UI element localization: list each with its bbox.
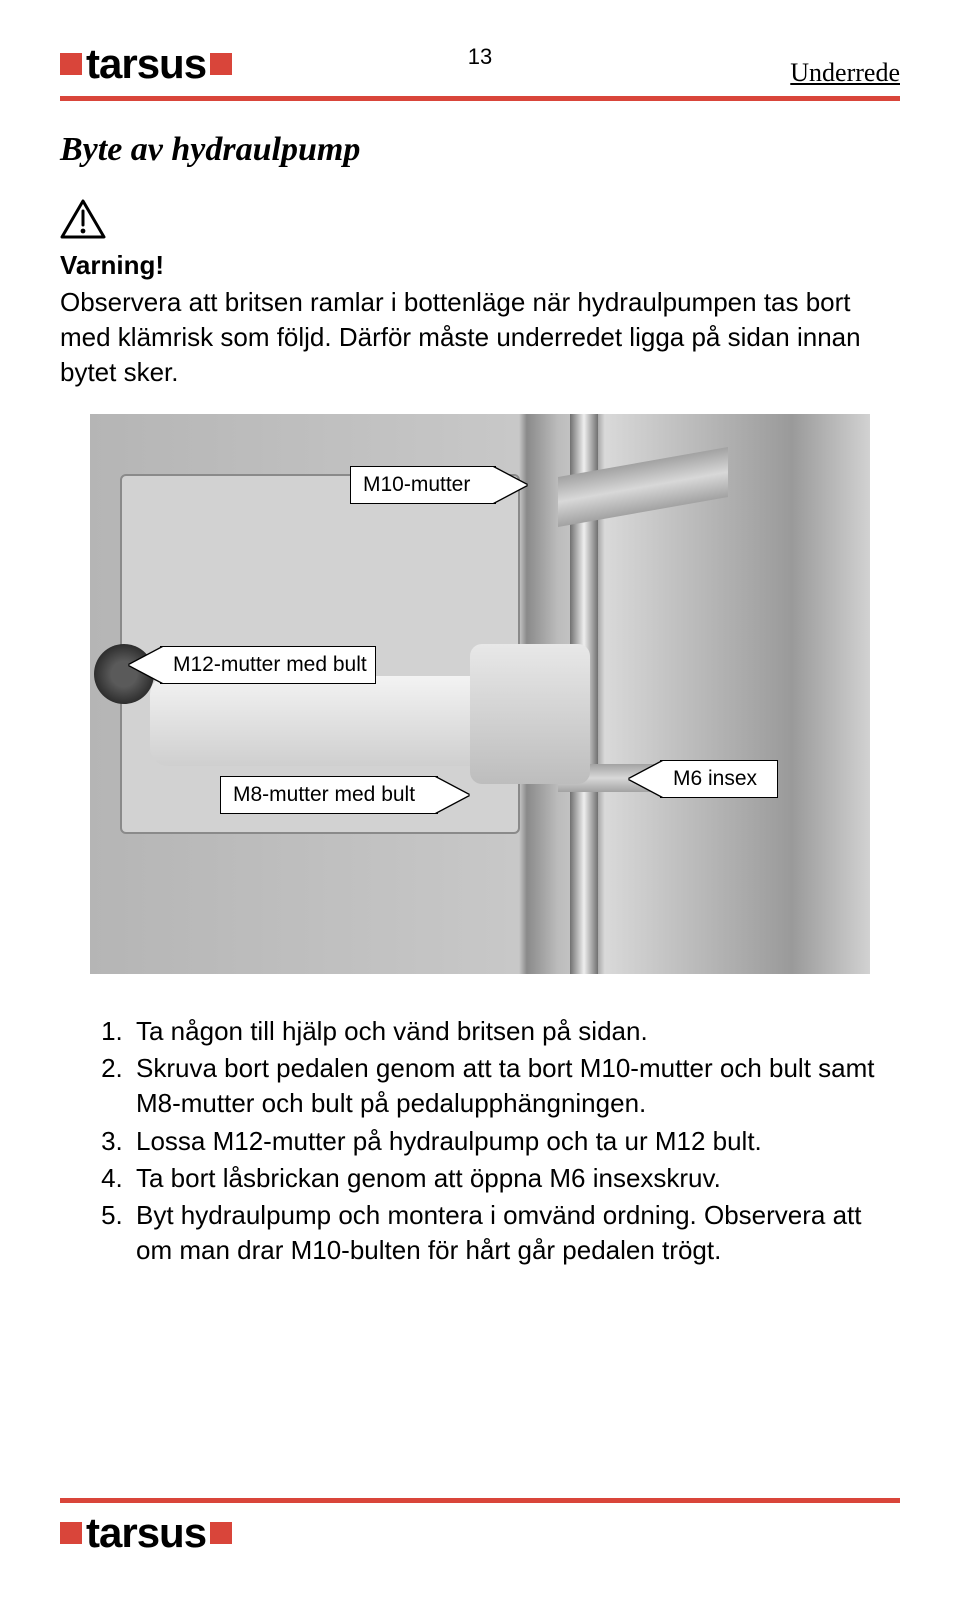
page-header: tarsus 13 Underrede — [60, 40, 900, 88]
brand-logo: tarsus — [60, 40, 232, 88]
step-item: Lossa M12-mutter på hydraulpump och ta u… — [130, 1124, 900, 1159]
step-item: Ta någon till hjälp och vänd britsen på … — [130, 1014, 900, 1049]
brand-name-footer: tarsus — [86, 1509, 206, 1557]
warning-block: Varning! — [60, 199, 900, 281]
callout-m8: M8-mutter med bult — [220, 776, 438, 814]
step-item: Byt hydraulpump och montera i omvänd ord… — [130, 1198, 900, 1268]
step-item: Skruva bort pedalen genom att ta bort M1… — [130, 1051, 900, 1121]
step-item: Ta bort låsbrickan genom att öppna M6 in… — [130, 1161, 900, 1196]
header-rule — [60, 96, 900, 101]
logo-square-icon — [60, 53, 82, 75]
footer-rule — [60, 1498, 900, 1503]
warning-text: Observera att britsen ramlar i bottenläg… — [60, 285, 900, 390]
figure-pump-head — [470, 644, 590, 784]
brand-name: tarsus — [86, 40, 206, 88]
warning-icon — [60, 199, 106, 239]
steps-list: Ta någon till hjälp och vänd britsen på … — [60, 1014, 900, 1268]
logo-square-icon — [60, 1522, 82, 1544]
logo-square-icon — [210, 1522, 232, 1544]
figure-photo: M10-mutter M12-mutter med bult M8-mutter… — [90, 414, 870, 974]
warning-label: Varning! — [60, 250, 900, 281]
page-number: 13 — [468, 44, 492, 70]
page-title: Byte av hydraulpump — [60, 131, 900, 169]
callout-m6: M6 insex — [660, 760, 778, 798]
callout-m10: M10-mutter — [350, 466, 496, 504]
section-title: Underrede — [790, 58, 900, 88]
page-footer: tarsus — [60, 1498, 900, 1557]
callout-m12: M12-mutter med bult — [160, 646, 376, 684]
logo-square-icon — [210, 53, 232, 75]
brand-logo-footer: tarsus — [60, 1509, 900, 1557]
